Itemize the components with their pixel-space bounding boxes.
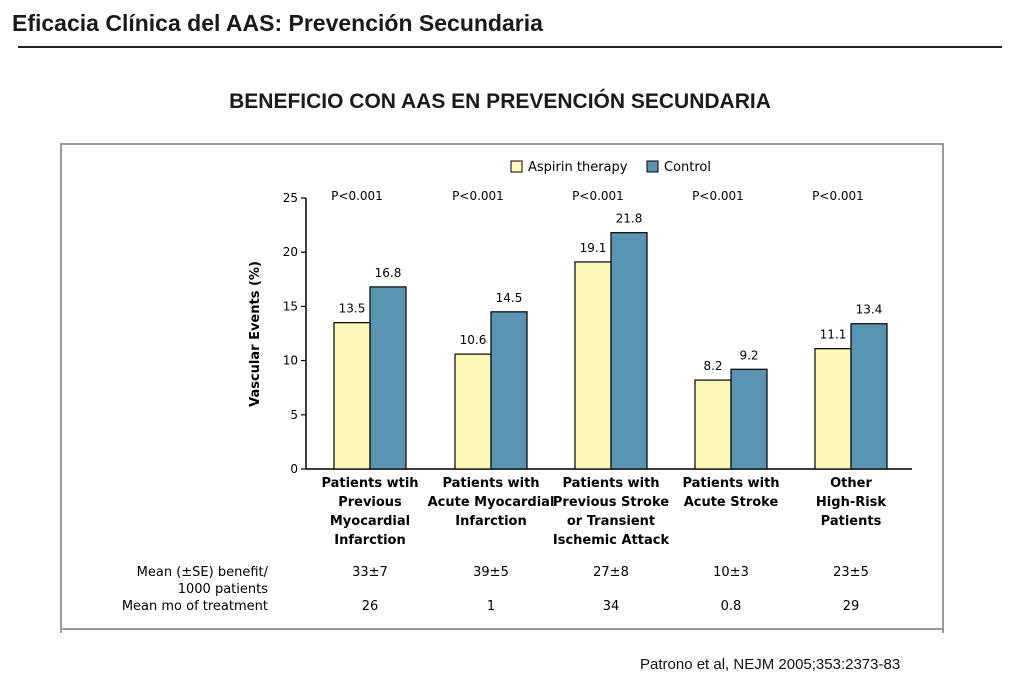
table-cell: 10±3 <box>713 565 749 580</box>
legend-label: Control <box>664 160 711 175</box>
bar-value-label: 8.2 <box>703 359 722 373</box>
category-label: Patients wtih <box>321 476 418 491</box>
category-label: Infarction <box>334 533 406 548</box>
bar-aspirin <box>574 261 612 470</box>
bar-control <box>850 323 888 470</box>
table-cell: 0.8 <box>721 599 742 614</box>
y-tick-label: 25 <box>283 191 298 205</box>
category-label: Myocardial <box>330 514 410 529</box>
bar-control <box>610 232 648 470</box>
table-row-label: 1000 patients <box>178 582 268 597</box>
category-label: Acute Myocardial <box>428 495 555 510</box>
table-cell: 27±8 <box>593 565 629 580</box>
table-cell: 39±5 <box>473 565 509 580</box>
bar-control <box>490 311 528 470</box>
category-label: Ischemic Attack <box>553 533 670 548</box>
y-tick-label: 10 <box>283 354 298 368</box>
citation: Patrono et al, NEJM 2005;353:2373-83 <box>640 656 901 673</box>
table-cell: 23±5 <box>833 565 869 580</box>
category-label: or Transient <box>567 514 655 529</box>
bar-value-label: 14.5 <box>496 291 523 305</box>
table-row-label: Mean mo of treatment <box>122 599 268 614</box>
category-label: Acute Stroke <box>684 495 779 510</box>
p-value-label: P<0.001 <box>692 189 744 203</box>
bar-aspirin <box>333 322 371 470</box>
bar-aspirin <box>454 353 492 470</box>
y-tick-label: 20 <box>283 245 298 259</box>
category-label: Patients with <box>682 476 779 491</box>
p-value-label: P<0.001 <box>452 189 504 203</box>
p-value-label: P<0.001 <box>572 189 624 203</box>
table-cell: 26 <box>362 599 379 614</box>
table-cell: 29 <box>843 599 860 614</box>
bar-value-label: 13.5 <box>339 302 366 316</box>
y-tick-label: 15 <box>283 299 298 313</box>
category-label: High-Risk <box>816 495 886 510</box>
chart-bottom-divider <box>60 628 944 630</box>
category-label: Previous Stroke <box>553 495 669 510</box>
bar-value-label: 10.6 <box>460 333 487 347</box>
bar-control <box>730 368 768 470</box>
legend-label: Aspirin therapy <box>528 160 628 175</box>
slide-title: Eficacia Clínica del AAS: Prevención Sec… <box>12 10 543 36</box>
slide-subtitle: BENEFICIO CON AAS EN PREVENCIÓN SECUNDAR… <box>229 90 771 113</box>
category-label: Patients with <box>442 476 539 491</box>
table-cell: 1 <box>487 599 495 614</box>
bar-aspirin <box>694 379 732 470</box>
p-value-label: P<0.001 <box>812 189 864 203</box>
category-label: Previous <box>338 495 402 510</box>
category-label: Patients with <box>562 476 659 491</box>
y-tick-label: 0 <box>290 462 298 476</box>
legend-swatch <box>646 160 659 173</box>
category-label: Other <box>830 476 872 491</box>
legend-swatch <box>510 160 523 173</box>
y-axis-label: Vascular Events (%) <box>248 261 263 407</box>
bar-value-label: 13.4 <box>856 303 883 317</box>
title-divider <box>18 46 1002 48</box>
bar-aspirin <box>814 348 852 470</box>
bar-value-label: 16.8 <box>375 266 402 280</box>
bar-value-label: 9.2 <box>739 348 758 362</box>
table-cell: 34 <box>603 599 620 614</box>
p-value-label: P<0.001 <box>331 189 383 203</box>
table-cell: 33±7 <box>352 565 388 580</box>
y-tick-label: 5 <box>290 408 298 422</box>
bar-value-label: 19.1 <box>580 241 607 255</box>
bar-value-label: 11.1 <box>820 328 847 342</box>
bar-control <box>369 286 407 470</box>
category-label: Patients <box>821 514 882 529</box>
bar-value-label: 21.8 <box>616 212 643 226</box>
table-row-label: Mean (±SE) benefit/ <box>137 565 269 580</box>
category-label: Infarction <box>455 514 527 529</box>
